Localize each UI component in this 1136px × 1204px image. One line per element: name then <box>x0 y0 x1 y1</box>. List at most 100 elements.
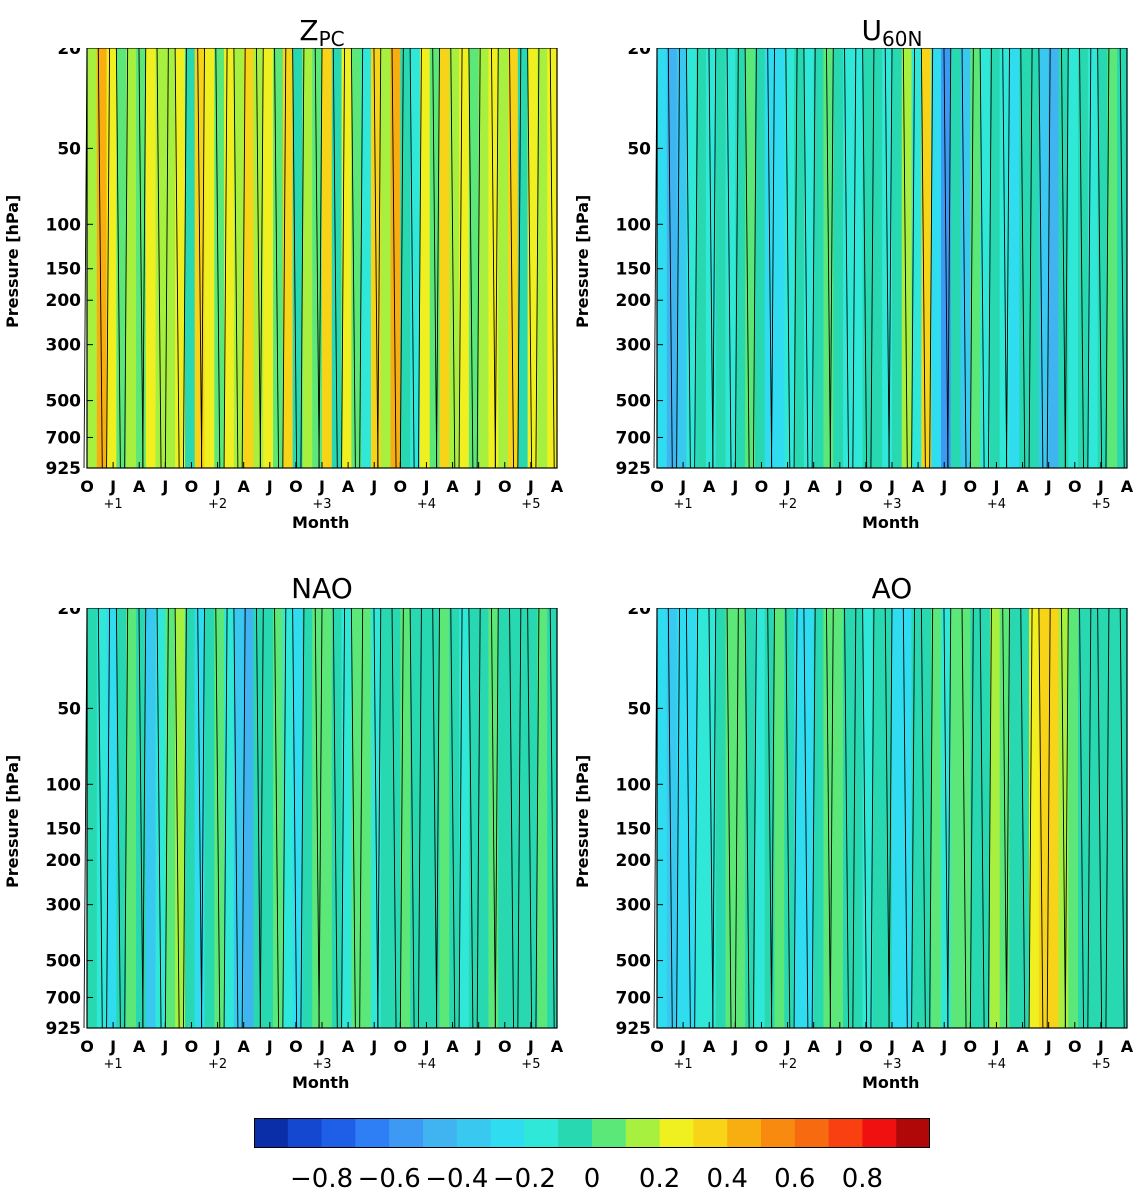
year-label: +4 <box>417 1057 436 1072</box>
heatmap-cell <box>537 48 548 468</box>
heatmap-cell <box>263 48 274 468</box>
colorbar-frame <box>254 1118 930 1148</box>
contour-line <box>1046 608 1051 1029</box>
contour-line <box>359 608 364 1029</box>
heatmap-cell <box>263 608 274 1028</box>
heatmap-cell <box>449 608 460 1028</box>
year-label: +1 <box>104 1057 123 1072</box>
y-tick-label: 150 <box>616 260 652 280</box>
contour-line <box>517 48 522 469</box>
heatmap-cell <box>735 48 746 468</box>
contour-line <box>241 48 246 469</box>
y-tick-label: 925 <box>616 459 652 479</box>
heatmap-cell <box>901 608 913 1028</box>
heatmap-cell <box>754 608 766 1028</box>
heatmap-cell <box>233 608 245 1028</box>
heatmap-cell <box>1068 608 1079 1028</box>
x-tick-label: A <box>1121 1037 1134 1056</box>
contour-line <box>685 608 691 1029</box>
x-tick-label: O <box>964 477 978 496</box>
contour-line <box>468 48 474 469</box>
y-tick-label: 300 <box>46 896 82 916</box>
heatmap-cell <box>273 48 284 468</box>
heatmap-cell <box>1087 48 1099 468</box>
colorbar-swatch <box>592 1118 627 1148</box>
contour-line <box>793 608 798 1029</box>
contour-line <box>106 608 111 1029</box>
y-tick-label: 20 <box>57 608 81 619</box>
contour-line <box>174 608 180 1029</box>
contour-line <box>432 48 438 469</box>
contour-line <box>468 608 474 1029</box>
contour-line <box>1105 48 1110 469</box>
contour-line <box>1002 608 1008 1029</box>
x-tick-label: O <box>859 1037 873 1056</box>
heatmap-cell <box>1019 48 1030 468</box>
contour-line <box>115 608 121 1029</box>
contour-line <box>811 48 816 469</box>
contour-line <box>156 608 162 1029</box>
heatmap-cell <box>1038 48 1050 468</box>
heatmap-cell <box>872 48 883 468</box>
y-axis-label: Pressure [hPa] <box>573 754 592 888</box>
heatmap-cell <box>145 48 157 468</box>
x-tick-label: J <box>1045 1037 1052 1056</box>
heatmap-cell <box>784 608 795 1028</box>
heatmap-cell <box>87 608 98 1028</box>
colorbar-tick-label: 0 <box>583 1164 601 1194</box>
x-tick-label: J <box>214 1037 221 1056</box>
heatmap-cell <box>970 608 981 1028</box>
heatmap-cell <box>459 48 470 468</box>
contour-line <box>256 48 261 469</box>
contour-line <box>182 48 187 469</box>
colorbar-swatch <box>794 1118 830 1148</box>
heatmap-cell <box>803 48 815 468</box>
heatmap-cell <box>686 48 697 468</box>
contour-line <box>197 48 203 469</box>
colorbar-swatch <box>490 1118 525 1148</box>
contour-line <box>1087 608 1092 1029</box>
contour-line <box>844 608 849 1029</box>
contour-line <box>712 608 717 1029</box>
heatmap-cell <box>745 48 756 468</box>
heatmap-cell <box>833 608 844 1028</box>
contour-line <box>1006 48 1010 469</box>
year-label: +3 <box>312 1057 331 1072</box>
contour-line <box>685 48 691 469</box>
contour-line <box>377 48 382 469</box>
heatmap-cell <box>361 48 372 468</box>
contour-line <box>115 48 121 469</box>
heatmap-cell <box>498 48 509 468</box>
colorbar-tick-label: 0.2 <box>638 1164 681 1194</box>
contour-line <box>767 48 773 469</box>
heatmap-cell <box>126 608 137 1028</box>
heatmap-cell <box>862 48 874 468</box>
contour-line <box>884 48 890 469</box>
y-tick-label: 300 <box>616 336 652 356</box>
contour-line <box>1105 608 1110 1029</box>
contour-line <box>826 608 831 1029</box>
y-tick-label: 925 <box>46 459 82 479</box>
x-tick-label: J <box>1045 477 1052 496</box>
contour-line <box>734 608 739 1029</box>
year-label: +3 <box>882 1057 901 1072</box>
heatmap-cell <box>292 48 304 468</box>
y-tick-label: 700 <box>616 988 652 1008</box>
x-tick-label: O <box>859 477 873 496</box>
x-tick-label: A <box>133 1037 146 1056</box>
x-tick-label: J <box>266 1037 273 1056</box>
contour-line <box>391 608 397 1029</box>
contour-line <box>1061 48 1066 469</box>
x-tick-label: J <box>679 1037 686 1056</box>
x-axis-label: Month <box>292 1073 350 1092</box>
heatmap-cell <box>410 608 421 1028</box>
x-tick-label: A <box>342 1037 355 1056</box>
x-tick-label: J <box>940 477 947 496</box>
y-tick-label: 100 <box>46 775 82 795</box>
colorbar-swatch <box>254 1118 289 1148</box>
heatmap-cell <box>715 48 727 468</box>
y-tick-label: 50 <box>57 699 81 719</box>
colorbar-tick-label: 0.8 <box>841 1164 884 1194</box>
y-axis-label: Pressure [hPa] <box>3 194 22 328</box>
